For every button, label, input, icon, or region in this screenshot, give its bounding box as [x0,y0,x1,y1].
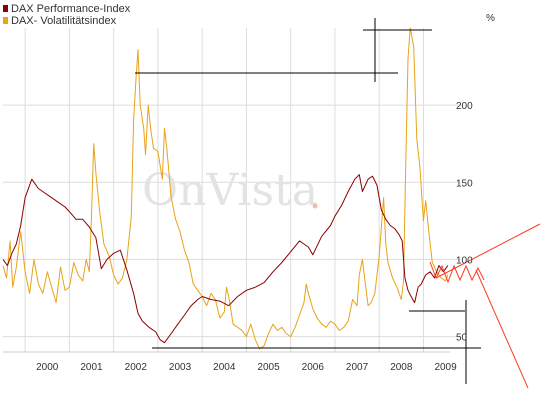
watermark: OnVista [142,165,318,216]
x-tick-label: 2005 [257,362,280,373]
legend-swatch-vdax [3,17,8,24]
x-axis-ticks: 2000 2001 2002 2003 2004 2005 2006 2007 2008 2009 [36,362,457,373]
y-tick-label: 100 [456,255,473,266]
annotation-down-trend-line [475,269,529,389]
grid [3,28,460,353]
x-tick-label: 2000 [36,362,59,373]
series-line-dax [2,174,449,344]
y-tick-label: 150 [456,178,473,189]
annotation-triangle-zigzag [429,261,485,284]
x-tick-label: 2006 [302,362,325,373]
x-tick-label: 2009 [434,362,457,373]
series-layer [2,27,449,350]
x-tick-label: 2003 [169,362,192,373]
y-axis-ticks: 50 100 150 200 [456,101,473,343]
x-tick-label: 2004 [213,362,236,373]
x-tick-label: 2008 [390,362,413,373]
x-tick-label: 2002 [125,362,148,373]
y-unit-label: % [486,13,495,24]
legend-label-vdax: DAX- Volatilitätsindex [11,15,117,27]
legend-swatch-dax [3,5,8,12]
watermark-dot [312,203,318,209]
x-tick-label: 2001 [80,362,103,373]
annotation-layer [135,18,541,389]
legend: DAX Performance-Index DAX- Volatilitätsi… [3,3,131,27]
annotation-up-trend-line [435,223,541,279]
y-tick-label: 200 [456,101,473,112]
legend-label-dax: DAX Performance-Index [11,3,131,15]
x-tick-label: 2007 [346,362,369,373]
y-tick-label: 50 [456,333,468,344]
series-line-vdax [2,27,449,350]
